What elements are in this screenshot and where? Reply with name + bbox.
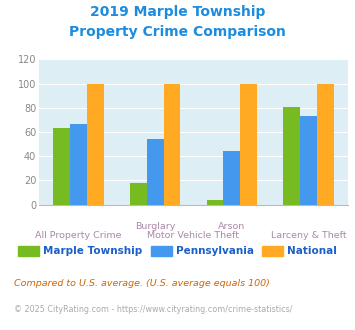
- Bar: [283, 107, 300, 205]
- Legend: Marple Township, Pennsylvania, National: Marple Township, Pennsylvania, National: [14, 241, 341, 260]
- Bar: [53, 128, 70, 205]
- Bar: [130, 183, 147, 205]
- Bar: [147, 139, 164, 205]
- Text: Compared to U.S. average. (U.S. average equals 100): Compared to U.S. average. (U.S. average …: [14, 279, 270, 288]
- Text: Larceny & Theft: Larceny & Theft: [271, 231, 346, 240]
- Text: All Property Crime: All Property Crime: [35, 231, 122, 240]
- Text: © 2025 CityRating.com - https://www.cityrating.com/crime-statistics/: © 2025 CityRating.com - https://www.city…: [14, 305, 293, 314]
- Text: Property Crime Comparison: Property Crime Comparison: [69, 25, 286, 39]
- Text: Burglary: Burglary: [135, 221, 175, 231]
- Text: Arson: Arson: [218, 221, 245, 231]
- Bar: [223, 151, 240, 205]
- Text: Motor Vehicle Theft: Motor Vehicle Theft: [147, 231, 240, 240]
- Bar: [164, 83, 180, 205]
- Bar: [317, 83, 334, 205]
- Bar: [240, 83, 257, 205]
- Bar: [207, 200, 223, 205]
- Text: 2019 Marple Township: 2019 Marple Township: [90, 5, 265, 19]
- Bar: [70, 123, 87, 205]
- Bar: [300, 116, 317, 205]
- Bar: [87, 83, 104, 205]
